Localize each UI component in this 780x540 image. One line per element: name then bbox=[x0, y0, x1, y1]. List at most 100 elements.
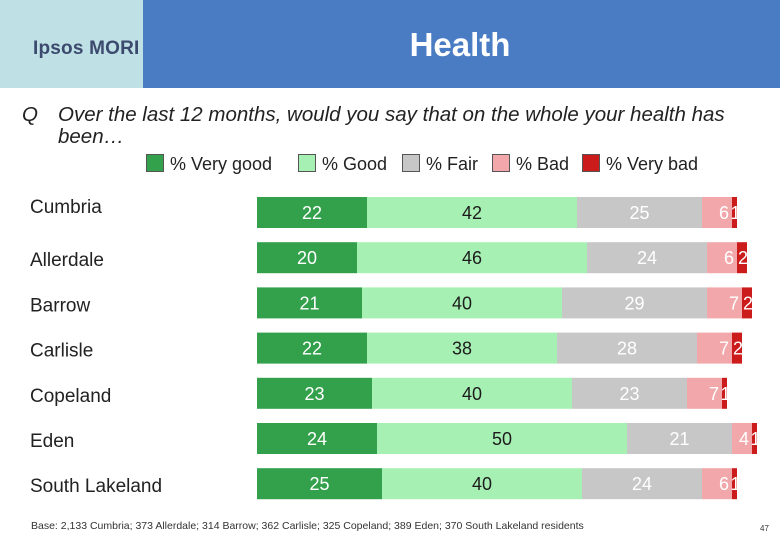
legend-item-bad: % Bad bbox=[492, 154, 569, 175]
bar-segment-good bbox=[377, 423, 627, 454]
data-label-bad: 7 bbox=[729, 293, 739, 313]
data-label-very-good: 20 bbox=[297, 248, 317, 268]
legend-item-fair: % Fair bbox=[402, 154, 478, 175]
bar-segment-fair bbox=[562, 287, 707, 319]
data-label-very-good: 24 bbox=[307, 429, 327, 449]
question-text: Over the last 12 months, would you say t… bbox=[58, 103, 725, 148]
category-label: South Lakeland bbox=[30, 476, 162, 497]
bar-segment-good bbox=[362, 287, 562, 319]
bar-segment-very-good bbox=[257, 242, 357, 274]
page-title: Health bbox=[409, 26, 511, 63]
data-label-good: 38 bbox=[452, 339, 472, 359]
page-number: 47 bbox=[760, 524, 769, 533]
bar-segment-very-good bbox=[257, 468, 382, 500]
data-label-very-good: 21 bbox=[299, 293, 319, 313]
category-label: Cumbria bbox=[30, 197, 102, 218]
bar-segment-bad bbox=[707, 242, 737, 274]
question: Q Over the last 12 months, would you say … bbox=[22, 104, 762, 148]
question-label: Q bbox=[22, 103, 38, 126]
legend-item-very-good: % Very good bbox=[146, 154, 272, 175]
legend-swatch-bad bbox=[492, 154, 510, 172]
legend-item-very-bad: % Very bad bbox=[582, 154, 698, 175]
data-label-fair: 28 bbox=[617, 339, 637, 359]
data-label-fair: 25 bbox=[629, 203, 649, 223]
legend-label-good: % Good bbox=[322, 154, 388, 174]
bar-segment-fair bbox=[577, 197, 702, 228]
data-label-good: 50 bbox=[492, 429, 512, 449]
data-label-good: 42 bbox=[462, 203, 482, 223]
data-label-very-bad: 2 bbox=[733, 339, 743, 359]
category-label: Allerdale bbox=[30, 250, 104, 271]
legend-label-very-good: % Very good bbox=[170, 154, 273, 174]
data-label-very-bad: 1 bbox=[730, 474, 740, 494]
bar-segment-fair bbox=[572, 377, 687, 409]
data-label-very-good: 23 bbox=[304, 384, 324, 404]
legend-swatch-fair bbox=[402, 154, 420, 172]
bar-segment-very-good bbox=[257, 287, 362, 319]
legend-swatch-very-good bbox=[146, 154, 164, 172]
data-label-bad: 6 bbox=[719, 203, 729, 223]
data-label-bad: 6 bbox=[724, 248, 734, 268]
ipsos-mori-logo: Ipsos MORI bbox=[33, 38, 140, 59]
legend-item-good: % Good bbox=[298, 154, 387, 175]
data-label-very-bad: 2 bbox=[743, 293, 753, 313]
bar-segment-bad bbox=[687, 377, 722, 409]
data-label-good: 40 bbox=[452, 293, 472, 313]
data-label-good: 46 bbox=[462, 248, 482, 268]
legend-label-very-bad: % Very bad bbox=[606, 154, 699, 174]
logo-panel: Ipsos MORI bbox=[0, 0, 143, 88]
base-footnote: Base: 2,133 Cumbria; 373 Allerdale; 314 … bbox=[31, 520, 584, 532]
bar-segment-very-bad bbox=[752, 423, 757, 454]
bar-segment-good bbox=[357, 242, 587, 274]
data-label-bad: 7 bbox=[719, 339, 729, 359]
category-label: Eden bbox=[30, 431, 74, 452]
bar-segment-fair bbox=[627, 423, 732, 454]
data-label-very-bad: 1 bbox=[750, 429, 760, 449]
header-bar: Ipsos MORI Health bbox=[0, 0, 780, 88]
bar-segment-good bbox=[367, 332, 557, 364]
legend-label-bad: % Bad bbox=[516, 154, 570, 174]
data-label-fair: 24 bbox=[637, 248, 657, 268]
data-label-very-bad: 2 bbox=[738, 248, 748, 268]
bar-segment-good bbox=[382, 468, 582, 500]
bar-segment-very-bad bbox=[732, 197, 737, 228]
bar-segment-good bbox=[372, 377, 572, 409]
data-label-very-good: 22 bbox=[302, 339, 322, 359]
data-label-good: 40 bbox=[462, 384, 482, 404]
data-label-very-good: 25 bbox=[309, 474, 329, 494]
bar-segment-good bbox=[367, 197, 577, 228]
bar-segment-very-good bbox=[257, 197, 367, 228]
bar-segment-fair bbox=[582, 468, 702, 500]
bar-segment-very-bad bbox=[737, 242, 747, 274]
data-label-fair: 21 bbox=[669, 429, 689, 449]
legend-swatch-good bbox=[298, 154, 316, 172]
data-label-very-bad: 1 bbox=[720, 384, 730, 404]
data-label-very-good: 22 bbox=[302, 203, 322, 223]
bar-segment-very-bad bbox=[722, 377, 727, 409]
data-label-bad: 6 bbox=[719, 474, 729, 494]
data-label-bad: 4 bbox=[739, 429, 749, 449]
bar-segment-very-good bbox=[257, 377, 372, 409]
bar-segment-fair bbox=[557, 332, 697, 364]
bar-segment-bad bbox=[702, 468, 732, 500]
data-label-fair: 24 bbox=[632, 474, 652, 494]
bar-segment-very-good bbox=[257, 423, 377, 454]
legend-swatch-very-bad bbox=[582, 154, 600, 172]
legend-label-fair: % Fair bbox=[426, 154, 479, 174]
category-label: Copeland bbox=[30, 386, 111, 407]
bar-segment-very-bad bbox=[732, 332, 742, 364]
bar-segment-bad bbox=[732, 423, 752, 454]
bar-segment-very-good bbox=[257, 332, 367, 364]
data-label-fair: 23 bbox=[619, 384, 639, 404]
data-label-good: 40 bbox=[472, 474, 492, 494]
category-label: Barrow bbox=[30, 295, 90, 316]
bar-segment-very-bad bbox=[732, 468, 737, 500]
data-label-bad: 7 bbox=[709, 384, 719, 404]
bar-segment-fair bbox=[587, 242, 707, 274]
category-label: Carlisle bbox=[30, 341, 93, 362]
data-label-fair: 29 bbox=[624, 293, 644, 313]
data-label-very-bad: 1 bbox=[730, 203, 740, 223]
bar-segment-very-bad bbox=[742, 287, 752, 319]
bar-segment-bad bbox=[707, 287, 742, 319]
